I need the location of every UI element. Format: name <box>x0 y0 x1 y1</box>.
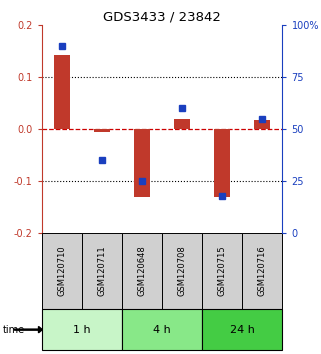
Bar <box>82 233 122 309</box>
Text: 1 h: 1 h <box>73 325 91 335</box>
Bar <box>94 129 110 132</box>
Bar <box>42 233 82 309</box>
Text: 24 h: 24 h <box>230 325 255 335</box>
Bar <box>202 233 242 309</box>
Bar <box>122 309 202 350</box>
Bar <box>202 309 282 350</box>
Bar <box>54 55 70 129</box>
Text: GSM120710: GSM120710 <box>57 246 66 296</box>
Text: GSM120715: GSM120715 <box>218 246 227 296</box>
Bar <box>162 233 202 309</box>
Text: GSM120708: GSM120708 <box>178 246 187 296</box>
Text: GSM120711: GSM120711 <box>97 246 107 296</box>
Bar <box>122 233 162 309</box>
Text: GSM120648: GSM120648 <box>137 246 147 296</box>
Text: GSM120716: GSM120716 <box>258 246 267 296</box>
Text: 4 h: 4 h <box>153 325 171 335</box>
Title: GDS3433 / 23842: GDS3433 / 23842 <box>103 11 221 24</box>
Bar <box>214 129 230 196</box>
Bar <box>42 309 122 350</box>
Bar <box>254 120 270 129</box>
Bar <box>174 119 190 129</box>
Bar <box>134 129 150 196</box>
Bar <box>242 233 282 309</box>
Text: time: time <box>3 325 25 335</box>
